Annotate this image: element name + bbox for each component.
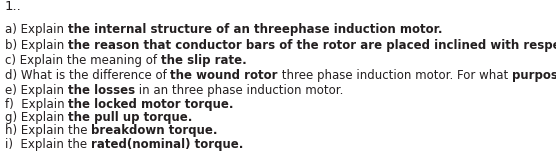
Text: d) What is the difference of: d) What is the difference of bbox=[5, 69, 171, 82]
Text: e) Explain: e) Explain bbox=[5, 84, 68, 97]
Text: breakdown torque.: breakdown torque. bbox=[91, 124, 218, 137]
Text: rated(nominal) torque.: rated(nominal) torque. bbox=[91, 138, 244, 151]
Text: a) Explain: a) Explain bbox=[5, 23, 68, 36]
Text: f)  Explain: f) Explain bbox=[5, 98, 68, 111]
Text: the pull up torque.: the pull up torque. bbox=[68, 111, 192, 124]
Text: in an three phase induction motor.: in an three phase induction motor. bbox=[135, 84, 343, 97]
Text: the reason that conductor bars of the rotor are placed inclined with respect to : the reason that conductor bars of the ro… bbox=[68, 39, 556, 52]
Text: g) Explain: g) Explain bbox=[5, 111, 68, 124]
Text: i)  Explain the: i) Explain the bbox=[5, 138, 91, 151]
Text: the losses: the losses bbox=[68, 84, 135, 97]
Text: b) Explain: b) Explain bbox=[5, 39, 68, 52]
Text: 1..: 1.. bbox=[5, 0, 22, 13]
Text: the slip rate.: the slip rate. bbox=[161, 54, 246, 67]
Text: h) Explain the: h) Explain the bbox=[5, 124, 91, 137]
Text: three phase induction motor. For what: three phase induction motor. For what bbox=[278, 69, 512, 82]
Text: c) Explain the meaning of: c) Explain the meaning of bbox=[5, 54, 161, 67]
Text: the internal structure of an threephase induction motor.: the internal structure of an threephase … bbox=[68, 23, 442, 36]
Text: purpose: purpose bbox=[512, 69, 556, 82]
Text: the wound rotor: the wound rotor bbox=[171, 69, 278, 82]
Text: the locked motor torque.: the locked motor torque. bbox=[68, 98, 234, 111]
